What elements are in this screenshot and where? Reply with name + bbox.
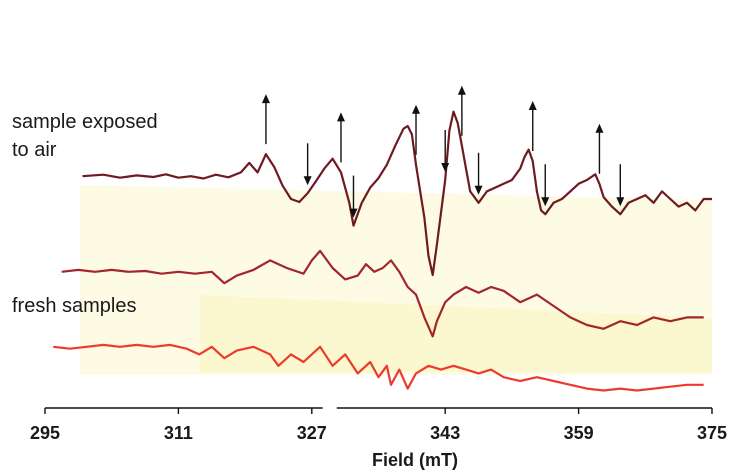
up-arrow-head-2 (336, 112, 345, 122)
label-exposed-line2: to air (12, 139, 57, 161)
down-arrow-head-4 (474, 185, 483, 195)
up-arrow-head-3 (412, 104, 421, 114)
x-axis-title: Field (mT) (372, 450, 458, 470)
tick-label-375: 375 (697, 423, 727, 443)
arrow-annotations (261, 85, 625, 218)
up-arrow-head-6 (595, 123, 604, 133)
down-arrow-head-5 (541, 197, 550, 207)
tick-label-359: 359 (564, 423, 594, 443)
series-line-1 (82, 110, 712, 277)
series-line-2 (61, 249, 704, 338)
tick-label-327: 327 (297, 423, 327, 443)
up-arrow-head-4 (457, 85, 466, 95)
tick-label-343: 343 (430, 423, 460, 443)
label-exposed-line1: sample exposed (12, 111, 158, 133)
tick-label-295: 295 (30, 423, 60, 443)
up-arrow-head-1 (261, 94, 270, 104)
down-arrow-head-6 (616, 197, 625, 207)
spectra (53, 110, 712, 392)
down-arrow-head-2 (349, 208, 358, 218)
label-fresh: fresh samples (12, 295, 137, 317)
down-arrow-head-1 (303, 176, 312, 186)
series-line-3 (53, 343, 704, 392)
x-axis: 295 311 327 343 359 375 (30, 407, 727, 443)
background-fills (80, 185, 712, 375)
tick-label-311: 311 (164, 423, 193, 443)
down-arrow-head-3 (441, 163, 450, 172)
up-arrow-head-5 (528, 101, 537, 110)
shading-inner (200, 295, 712, 372)
